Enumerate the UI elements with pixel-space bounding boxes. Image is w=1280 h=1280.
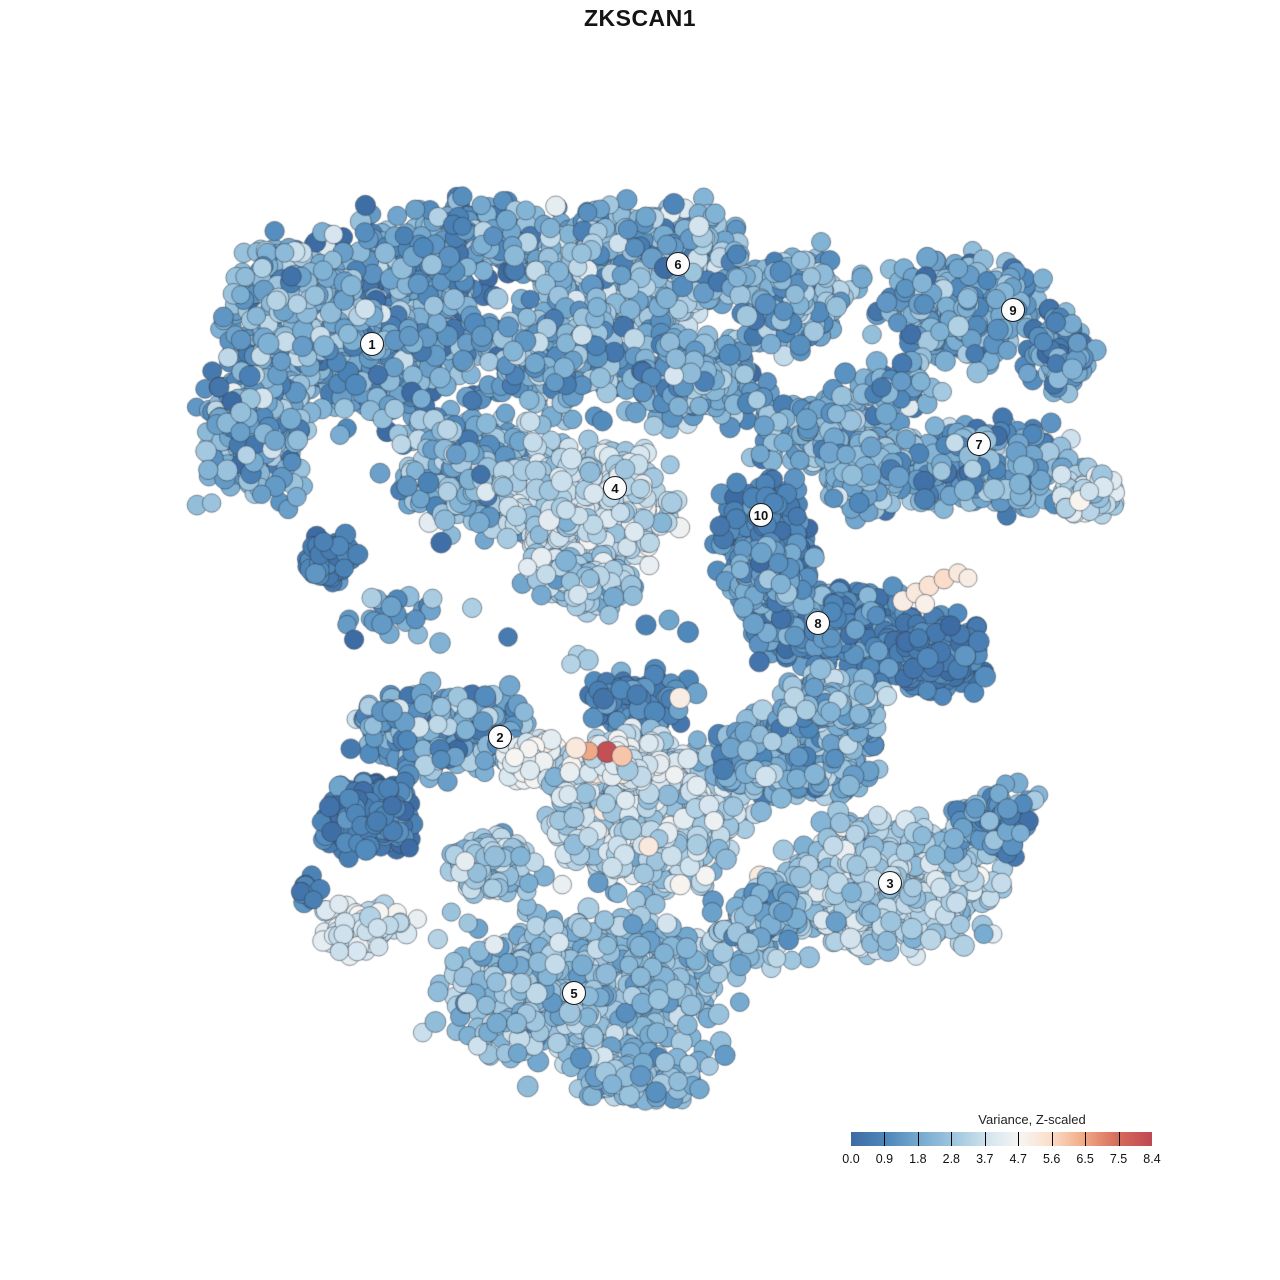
- legend-tick-label: 4.7: [1009, 1152, 1027, 1166]
- colorbar-tick: [1018, 1132, 1020, 1146]
- colorbar-legend: Variance, Z-scaled 0.0 0.9 1.8 2.8 3.7 4.7 5.6…: [842, 1112, 1160, 1172]
- colorbar-tick: [884, 1132, 886, 1146]
- colorbar-gradient: [851, 1132, 1152, 1146]
- colorbar-tick: [1085, 1132, 1087, 1146]
- legend-tick-label: 2.8: [942, 1152, 961, 1166]
- legend-title: Variance, Z-scaled: [978, 1112, 1086, 1127]
- cluster-label-9: 9: [1001, 298, 1025, 322]
- cluster-label-3: 3: [878, 871, 902, 895]
- cluster-label-6: 6: [666, 252, 690, 276]
- cluster-label-7: 7: [967, 432, 991, 456]
- colorbar-tick: [917, 1132, 919, 1146]
- legend-tick-labels: 0.0 0.9 1.8 2.8 3.7 4.7 5.6 6.5 7.5 8.4: [842, 1152, 1160, 1168]
- legend-tick-label: 3.7: [976, 1152, 994, 1166]
- colorbar-tick: [1118, 1132, 1120, 1146]
- legend-tick-label: 8.4: [1143, 1152, 1161, 1166]
- legend-tick-label: 7.5: [1109, 1152, 1128, 1166]
- colorbar-tick: [984, 1132, 986, 1146]
- cluster-label-2: 2: [488, 725, 512, 749]
- colorbar-tick: [951, 1132, 953, 1146]
- colorbar-tick: [1051, 1132, 1053, 1146]
- cluster-label-1: 1: [360, 332, 384, 356]
- legend-tick-label: 1.8: [909, 1152, 927, 1166]
- legend-tick-label: 0.9: [875, 1152, 894, 1166]
- cluster-label-4: 4: [603, 476, 627, 500]
- cluster-label-10: 10: [749, 503, 773, 527]
- legend-tick-label: 0.0: [842, 1152, 860, 1166]
- cluster-label-8: 8: [806, 611, 830, 635]
- legend-tick-label: 6.5: [1076, 1152, 1094, 1166]
- legend-tick-label: 5.6: [1042, 1152, 1061, 1166]
- cluster-label-5: 5: [562, 981, 586, 1005]
